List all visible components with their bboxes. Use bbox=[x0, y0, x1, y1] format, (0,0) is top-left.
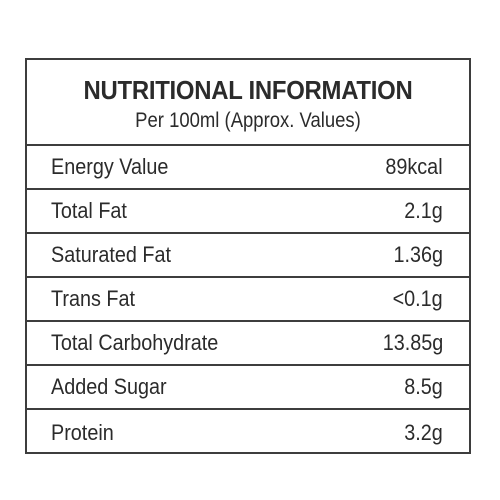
table-row-protein: Protein 3.2g bbox=[27, 410, 469, 456]
table-row-trans-fat: Trans Fat <0.1g bbox=[27, 278, 469, 322]
nutrient-name: Total Carbohydrate bbox=[51, 330, 219, 355]
table-row-saturated-fat: Saturated Fat 1.36g bbox=[27, 234, 469, 278]
nutrient-name: Energy Value bbox=[51, 154, 169, 179]
nutrient-amount: 2.1g bbox=[404, 198, 443, 223]
nutrient-amount: 8.5g bbox=[404, 374, 443, 399]
table-title: NUTRITIONAL INFORMATION bbox=[83, 75, 413, 105]
nutrient-amount: 89kcal bbox=[385, 154, 443, 179]
nutrient-amount: 3.2g bbox=[404, 420, 443, 445]
table-row-added-sugar: Added Sugar 8.5g bbox=[27, 366, 469, 410]
nutrient-amount: 13.85g bbox=[382, 330, 443, 355]
table-header: NUTRITIONAL INFORMATION Per 100ml (Appro… bbox=[27, 60, 469, 146]
table-row-total-fat: Total Fat 2.1g bbox=[27, 190, 469, 234]
nutrient-name: Total Fat bbox=[51, 198, 127, 223]
nutrient-name: Protein bbox=[51, 420, 114, 445]
nutrient-amount: 1.36g bbox=[393, 242, 443, 267]
nutrition-table: NUTRITIONAL INFORMATION Per 100ml (Appro… bbox=[25, 58, 471, 454]
table-row-total-carbohydrate: Total Carbohydrate 13.85g bbox=[27, 322, 469, 366]
nutrient-name: Added Sugar bbox=[51, 374, 167, 399]
nutrient-name: Trans Fat bbox=[51, 286, 135, 311]
table-subtitle: Per 100ml (Approx. Values) bbox=[135, 109, 361, 132]
nutrient-name: Saturated Fat bbox=[51, 242, 171, 267]
nutrient-amount: <0.1g bbox=[392, 286, 443, 311]
table-row-energy: Energy Value 89kcal bbox=[27, 146, 469, 190]
